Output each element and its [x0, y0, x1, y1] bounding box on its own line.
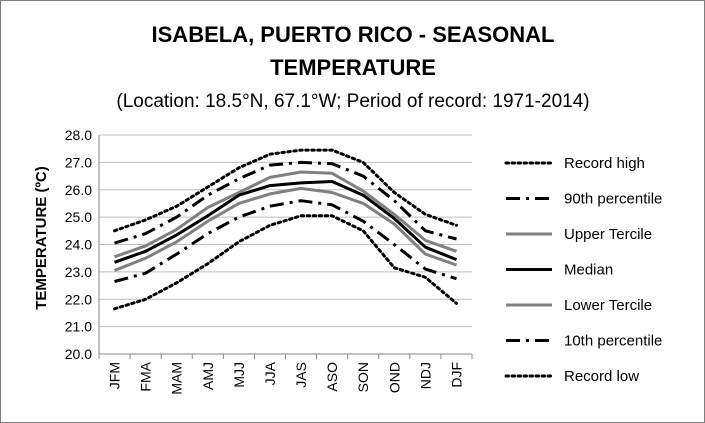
legend-label-upper-tercile: Upper Tercile	[564, 226, 652, 243]
x-tick-label: JAS	[293, 362, 309, 388]
x-tick-label: MJJ	[231, 362, 247, 388]
legend-label-lower-tercile: Lower Tercile	[564, 297, 652, 314]
y-tick-label: 23.0	[65, 264, 92, 280]
x-tick-label: AMJ	[200, 362, 216, 390]
y-tick-label: 24.0	[65, 237, 92, 253]
y-tick-label: 26.0	[65, 182, 92, 198]
y-tick-label: 21.0	[65, 319, 92, 335]
legend-label-record-high: Record high	[564, 155, 645, 172]
x-tick-label: MAM	[169, 362, 185, 395]
y-tick-label: 20.0	[65, 346, 92, 362]
x-tick-label: ASO	[324, 362, 340, 392]
series-line-90th-percentile	[114, 160, 457, 245]
legend-label-10th-percentile: 10th percentile	[564, 333, 662, 350]
legend-label-record-low: Record low	[564, 368, 639, 385]
y-tick-label: 22.0	[65, 291, 92, 307]
x-tick-label: JJA	[262, 361, 278, 385]
x-tick-label: FMA	[138, 361, 154, 391]
series-line-upper-tercile	[114, 170, 457, 259]
chart-title-line1: ISABELA, PUERTO RICO - SEASONAL	[152, 22, 555, 47]
legend-label-90th-percentile: 90th percentile	[564, 191, 662, 208]
x-tick-label: JFM	[107, 362, 123, 389]
series-line-10th-percentile	[114, 199, 457, 283]
y-tick-label: 25.0	[65, 209, 92, 225]
y-axis-label: TEMPERATURE (ºC)	[33, 166, 50, 310]
series-line-record-low	[113, 214, 458, 311]
x-tick-label: SON	[355, 362, 371, 392]
series-line-median	[113, 180, 458, 264]
legend: Record high 90th percentile Upper Tercile M…	[504, 155, 662, 385]
x-tick-label: DJF	[448, 362, 464, 388]
series-line-record-high	[113, 148, 458, 233]
y-tick-label: 28.0	[65, 127, 92, 143]
plot-area: 20.0 21.0 22.0 23.0 24.0 25.0 26.0 27.0 28.0 JFM F…	[65, 127, 473, 395]
series-line-lower-tercile	[113, 186, 457, 272]
chart-subtitle: (Location: 18.5°N, 67.1°W; Period of rec…	[116, 91, 589, 112]
x-tick-label: NDJ	[417, 362, 433, 389]
y-tick-label: 27.0	[65, 154, 92, 170]
chart-title-line2: TEMPERATURE	[270, 55, 436, 80]
x-tick-label: OND	[386, 362, 402, 393]
legend-label-median: Median	[564, 262, 613, 279]
